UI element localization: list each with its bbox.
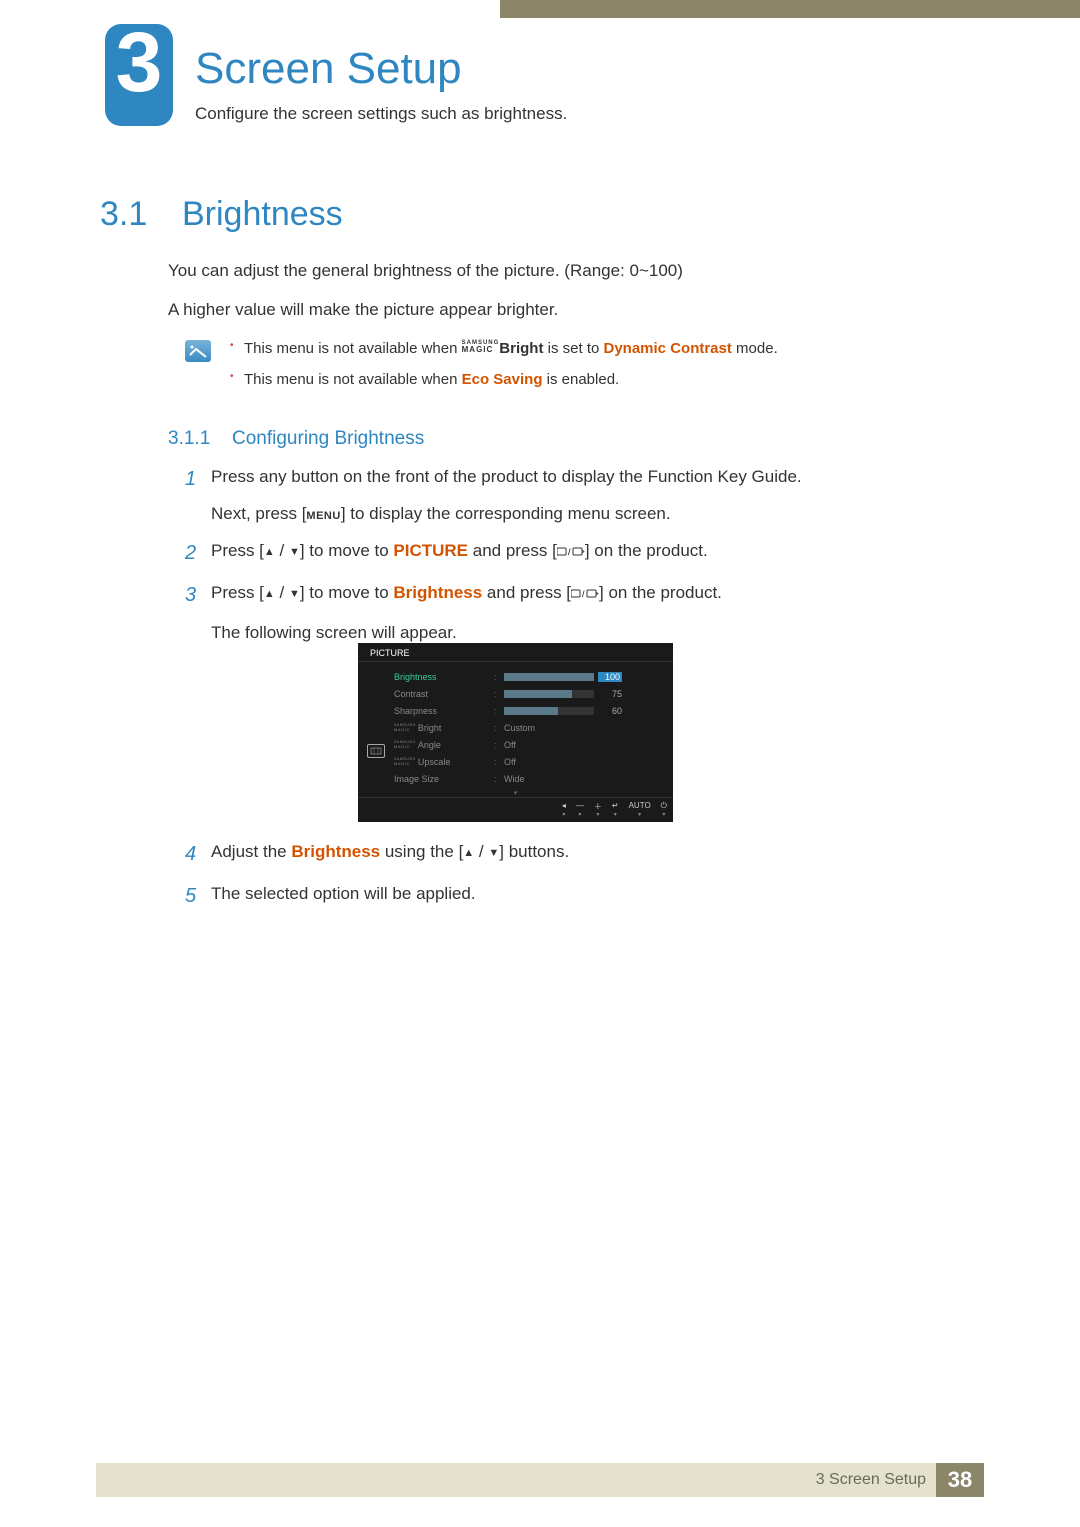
- section-number: 3.1: [100, 195, 147, 234]
- osd-row: Sharpness:60: [394, 702, 663, 719]
- subsection-number: 3.1.1: [168, 428, 210, 450]
- svg-text:/: /: [568, 547, 571, 557]
- top-accent-bar: [500, 0, 1080, 18]
- down-triangle-icon: ▼: [289, 544, 300, 562]
- page-footer: 3 Screen Setup 38: [96, 1463, 984, 1497]
- note-item-2: This menu is not available when Eco Savi…: [230, 369, 778, 392]
- osd-footer-item: AUTO▾: [629, 801, 651, 818]
- chapter-badge: 3: [105, 24, 173, 126]
- note-item-1: This menu is not available when SAMSUNGM…: [230, 338, 778, 361]
- step-5: 5 The selected option will be applied.: [185, 880, 945, 912]
- step-3: 3 Press [▲ / ▼] to move to Brightness an…: [185, 579, 945, 645]
- section-p1: You can adjust the general brightness of…: [168, 258, 683, 284]
- step-2: 2 Press [▲ / ▼] to move to PICTURE and p…: [185, 537, 945, 569]
- enter-icon: /: [571, 581, 599, 608]
- osd-row: Image Size:Wide: [394, 770, 663, 787]
- samsung-magic-brand: SAMSUNGMAGIC: [462, 341, 500, 354]
- osd-screenshot: PICTURE Brightness:100Contrast:75Sharpne…: [358, 643, 673, 822]
- osd-row: Contrast:75: [394, 685, 663, 702]
- chapter-desc: Configure the screen settings such as br…: [195, 104, 567, 124]
- section-title: Brightness: [182, 195, 343, 234]
- footer-text: 3 Screen Setup: [816, 1471, 926, 1489]
- enter-icon: /: [557, 539, 585, 566]
- osd-row: Brightness:100: [394, 668, 663, 685]
- chapter-number: 3: [116, 20, 163, 104]
- steps-list-cont: 4 Adjust the Brightness using the [▲ / ▼…: [185, 838, 945, 922]
- osd-row: SAMSUNGMAGICAngle:Off: [394, 736, 663, 753]
- menu-key: MENU: [306, 510, 340, 522]
- osd-footer-item: ＋▾: [594, 801, 602, 818]
- note-icon: [185, 340, 211, 362]
- osd-footer-item: ⏻▾: [661, 801, 667, 818]
- osd-footer-item: ◂▾: [562, 801, 566, 818]
- svg-text:/: /: [582, 589, 585, 599]
- page-number: 38: [936, 1463, 984, 1497]
- step-4: 4 Adjust the Brightness using the [▲ / ▼…: [185, 838, 945, 870]
- subsection-title: Configuring Brightness: [232, 428, 424, 450]
- up-triangle-icon: ▲: [264, 544, 275, 562]
- chapter-title: Screen Setup: [195, 44, 462, 94]
- monitor-icon: [367, 744, 385, 758]
- section-p2: A higher value will make the picture app…: [168, 297, 558, 323]
- osd-footer-item: ↵▾: [612, 801, 619, 818]
- osd-title: PICTURE: [358, 643, 673, 662]
- osd-footer-item: —▾: [576, 801, 584, 818]
- steps-list: 1 Press any button on the front of the p…: [185, 463, 945, 656]
- note-list: This menu is not available when SAMSUNGM…: [230, 338, 778, 399]
- osd-row: SAMSUNGMAGICBright:Custom: [394, 719, 663, 736]
- osd-row: SAMSUNGMAGICUpscale:Off: [394, 753, 663, 770]
- step-1: 1 Press any button on the front of the p…: [185, 463, 945, 527]
